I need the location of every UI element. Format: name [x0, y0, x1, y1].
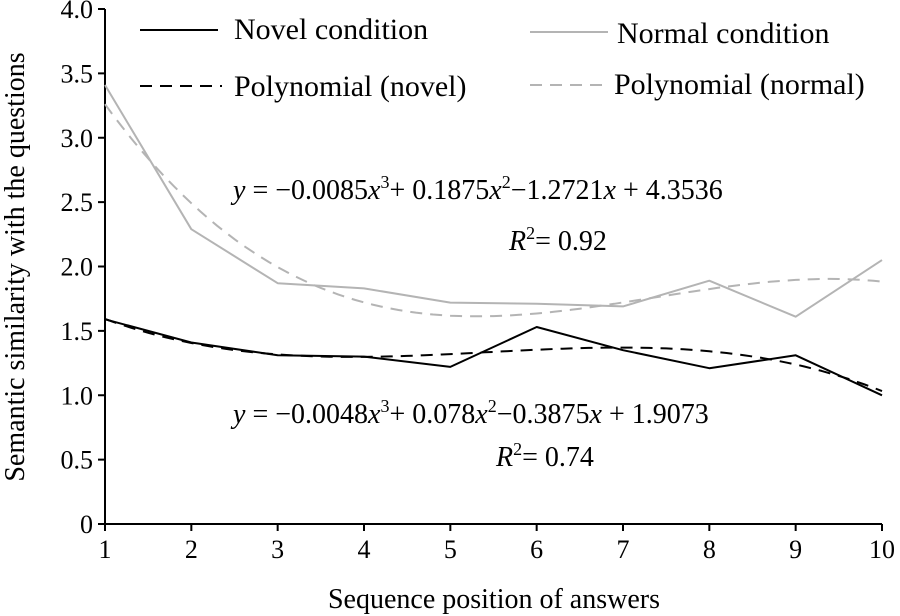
eq-part: + 0.078	[389, 399, 475, 430]
x-tick-label: 4	[358, 535, 371, 564]
y-tick-label: 2.5	[61, 188, 94, 217]
eq-y: y	[230, 175, 246, 206]
y-tick-label: 0.5	[61, 446, 94, 475]
eq-exp: 3	[380, 172, 389, 192]
series-line-normal	[104, 84, 883, 318]
eq-x: x	[589, 399, 603, 430]
trendline-normal	[104, 103, 883, 318]
x-tick-label: 1	[99, 535, 112, 564]
normal-fit-r2: R2= 0.92	[508, 223, 607, 257]
eq-part: + 0.1875	[389, 175, 489, 206]
y-tick-label: 2.0	[61, 253, 94, 282]
y-axis-title: Semantic similarity with the questions	[0, 52, 31, 481]
y-tick-label: 0	[80, 510, 93, 539]
eq-part: + 1.9073	[602, 399, 709, 430]
legend-label-poly-novel: Polynomial (novel)	[234, 70, 466, 103]
normal-fit-annotation: y = −0.0085x3+ 0.1875x2−1.2721x + 4.3536…	[230, 172, 723, 257]
novel-fit-equation: y = −0.0048x3+ 0.078x2−0.3875x + 1.9073	[230, 396, 709, 430]
eq-part: = −0.0048	[245, 399, 368, 430]
x-tick-label: 5	[444, 535, 457, 564]
novel-fit-annotation: y = −0.0048x3+ 0.078x2−0.3875x + 1.9073 …	[230, 396, 709, 473]
r2-exp: 2	[526, 223, 535, 243]
legend-label-novel: Novel condition	[234, 13, 428, 46]
legend: Novel condition Normal condition Polynom…	[140, 13, 865, 103]
eq-x: x	[367, 399, 381, 430]
novel-fit-r2: R2= 0.74	[495, 439, 594, 473]
series-line-novel	[104, 318, 883, 397]
eq-part: −0.3875	[497, 399, 590, 430]
x-tick-label: 10	[869, 535, 895, 564]
eq-x: x	[367, 175, 381, 206]
eq-part: −1.2721	[511, 175, 604, 206]
y-tick-label: 3.0	[61, 124, 94, 153]
x-axis-title: Sequence position of answers	[328, 584, 660, 615]
eq-exp: 2	[488, 396, 497, 416]
r2-r: R	[495, 442, 513, 473]
eq-part: + 4.3536	[616, 175, 723, 206]
series-lines	[104, 84, 883, 397]
x-tick-label: 7	[617, 535, 630, 564]
eq-x: x	[488, 175, 502, 206]
eq-x: x	[603, 175, 617, 206]
y-tick-label: 3.5	[61, 59, 94, 88]
x-tick-label: 9	[789, 535, 802, 564]
x-tick-label: 3	[271, 535, 284, 564]
y-tick-label: 4.0	[61, 0, 94, 24]
eq-exp: 2	[502, 172, 511, 192]
y-tick-label: 1.5	[61, 317, 94, 346]
ticks: 0 0.5 1.0 1.5 2.0 2.5 3.0 3.5 4.0 1 2 3 4 5 6 7 8 9 10	[61, 0, 896, 564]
x-tick-label: 6	[530, 535, 543, 564]
normal-fit-equation: y = −0.0085x3+ 0.1875x2−1.2721x + 4.3536	[230, 172, 723, 206]
r2-r: R	[508, 226, 526, 257]
r2-value: = 0.74	[522, 442, 594, 473]
eq-exp: 3	[380, 396, 389, 416]
r2-exp: 2	[513, 439, 522, 459]
eq-y: y	[230, 399, 246, 430]
legend-label-normal: Normal condition	[617, 17, 829, 50]
r2-value: = 0.92	[535, 226, 607, 257]
x-tick-label: 8	[703, 535, 716, 564]
eq-part: = −0.0085	[245, 175, 368, 206]
trendline-novel	[104, 317, 883, 393]
legend-label-poly-normal: Polynomial (normal)	[614, 68, 865, 101]
y-tick-label: 1.0	[61, 381, 94, 410]
eq-x: x	[474, 399, 488, 430]
x-tick-label: 2	[185, 535, 198, 564]
